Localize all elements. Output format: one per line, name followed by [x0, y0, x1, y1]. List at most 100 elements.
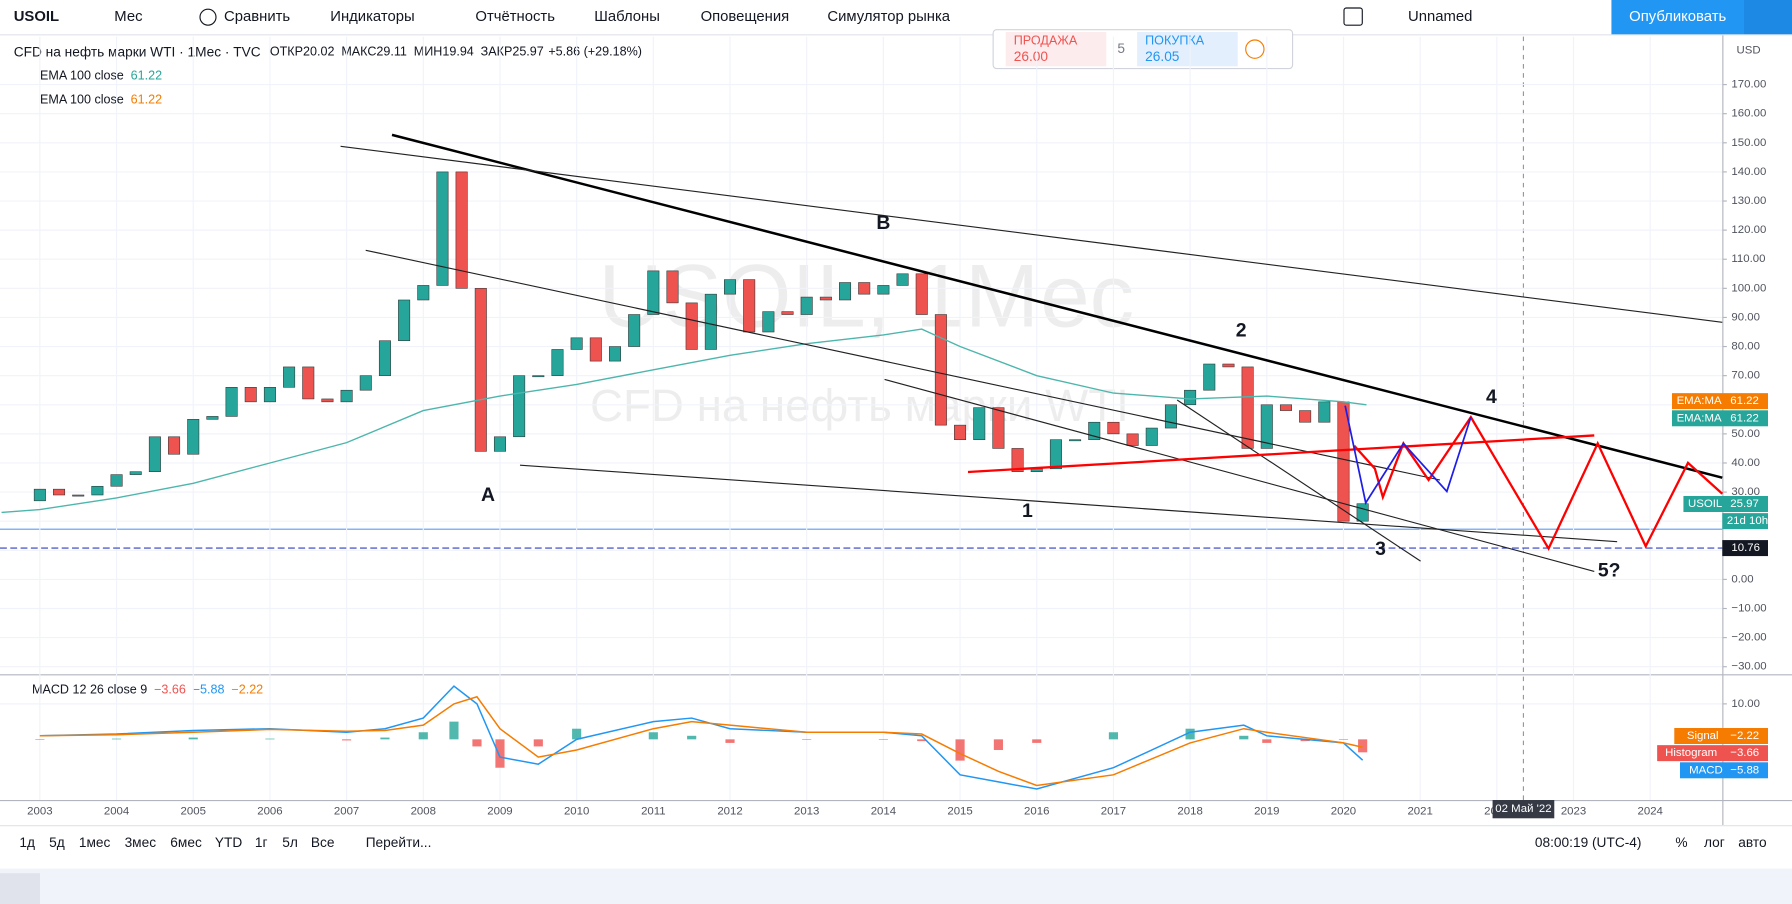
publish-button[interactable]: [1611, 0, 1744, 35]
candle: [359, 375, 372, 391]
y-tick-label: 50.00: [1731, 428, 1760, 440]
x-tick-label: 2011: [641, 805, 666, 817]
candle: [1241, 366, 1254, 449]
candle: [53, 488, 66, 496]
y-tick-label: 100.00: [1731, 282, 1766, 294]
y-tick-label: 130.00: [1731, 195, 1766, 207]
log-toggle[interactable]: лог: [1704, 835, 1725, 850]
y-tick-label: 80.00: [1731, 341, 1760, 353]
range[interactable]: Все: [311, 835, 335, 850]
tag-value: −3.66: [1730, 747, 1759, 759]
x-tick-label: 2024: [1638, 805, 1664, 817]
histogram-bar: [265, 738, 275, 740]
x-tick-label: 2020: [1331, 805, 1356, 817]
range[interactable]: 3мес: [125, 835, 157, 850]
candle: [858, 282, 871, 295]
x-tick-label: 2019: [1254, 805, 1279, 817]
histogram-bar: [572, 728, 582, 740]
replay[interactable]: Симулятор рынка: [827, 9, 950, 25]
histogram-bar: [1239, 735, 1249, 740]
interval[interactable]: Мес: [114, 9, 143, 25]
range[interactable]: 1г: [255, 835, 268, 850]
candle: [455, 171, 468, 289]
candle: [1279, 404, 1292, 411]
sell-price: 26.00: [1014, 49, 1049, 64]
ema-legend: EMA 100 close 61.22: [40, 69, 162, 83]
range[interactable]: 1мес: [79, 835, 111, 850]
buy-box[interactable]: [1137, 32, 1238, 67]
tag-label: EMA:MA: [1677, 412, 1722, 424]
candle: [1049, 439, 1062, 470]
chart-title: CFD на нефть марки WTI · 1Мес · TVC ОТКР2…: [14, 44, 642, 59]
candle: [532, 375, 545, 378]
trend-line: [340, 145, 1723, 323]
candle: [973, 407, 986, 440]
reports[interactable]: Отчётность: [475, 9, 555, 25]
alerts[interactable]: Оповещения: [701, 9, 790, 25]
histogram-bar: [1338, 739, 1349, 740]
symbol[interactable]: USOIL: [14, 9, 59, 25]
signal-value: −2.22: [231, 683, 263, 697]
x-tick-label: 2023: [1561, 805, 1586, 817]
tag-value: −5.88: [1730, 764, 1759, 776]
price-tag: [1672, 393, 1768, 410]
wave-label: 1: [1022, 500, 1033, 522]
y-tick-label: 140.00: [1731, 166, 1766, 178]
spread: 5: [1117, 41, 1125, 56]
histogram-bar: [802, 739, 812, 740]
trend-line: [519, 464, 1618, 543]
fullscreen-button[interactable]: [1744, 0, 1792, 35]
ema-name: EMA 100 close: [40, 93, 124, 107]
candle: [1356, 503, 1369, 522]
info-icon[interactable]: [1245, 39, 1265, 59]
title: CFD на нефть марки WTI · 1Мес · TVC: [14, 44, 261, 59]
y-tick-label: −10.00: [1731, 603, 1766, 615]
candle: [1011, 448, 1024, 472]
indicators[interactable]: Индикаторы: [330, 9, 414, 25]
x-tick-label: 2018: [1177, 805, 1202, 817]
candle: [244, 387, 257, 403]
sell-box[interactable]: [1005, 32, 1107, 67]
candle: [513, 375, 526, 438]
currency: USD: [1737, 44, 1761, 56]
range[interactable]: 1д: [19, 835, 35, 850]
range[interactable]: 6мес: [170, 835, 202, 850]
y-tick-label: 40.00: [1731, 457, 1760, 469]
x-tick-label: 2015: [947, 805, 972, 817]
candle: [321, 398, 334, 403]
candle: [1164, 404, 1177, 429]
templates[interactable]: Шаблоны: [594, 9, 660, 25]
candle: [148, 436, 161, 472]
price-tag: [1672, 410, 1768, 427]
candle: [819, 296, 832, 301]
candle: [570, 337, 583, 350]
candle: [91, 485, 104, 496]
histogram-bar: [1032, 739, 1042, 743]
auto-toggle[interactable]: авто: [1738, 835, 1767, 850]
candle: [110, 474, 123, 487]
candle: [398, 299, 411, 342]
histogram-bar: [1108, 732, 1118, 740]
percent-toggle[interactable]: %: [1675, 835, 1687, 850]
compare[interactable]: Сравнить: [224, 9, 290, 25]
range[interactable]: YTD: [215, 835, 243, 850]
histogram-bar: [1300, 739, 1310, 742]
candle: [915, 273, 928, 315]
x-tick-label: 2014: [871, 805, 897, 817]
candle: [72, 494, 85, 497]
layout-name[interactable]: Unnamed: [1408, 9, 1472, 25]
y-tick-label: 70.00: [1731, 370, 1760, 382]
range[interactable]: 5д: [49, 835, 65, 850]
ema-value: 61.22: [131, 93, 162, 107]
price-tag-label: 10.76: [1731, 542, 1760, 554]
goto[interactable]: Перейти...: [366, 835, 432, 850]
tag-value: 25.97: [1730, 498, 1759, 510]
layout-icon[interactable]: [1343, 7, 1363, 26]
range[interactable]: 5л: [282, 835, 298, 850]
candle: [1260, 404, 1273, 449]
x-tick-label: 2004: [104, 805, 130, 817]
publish-label[interactable]: Опубликовать: [1629, 9, 1726, 25]
y-tick-label: −20.00: [1731, 632, 1766, 644]
